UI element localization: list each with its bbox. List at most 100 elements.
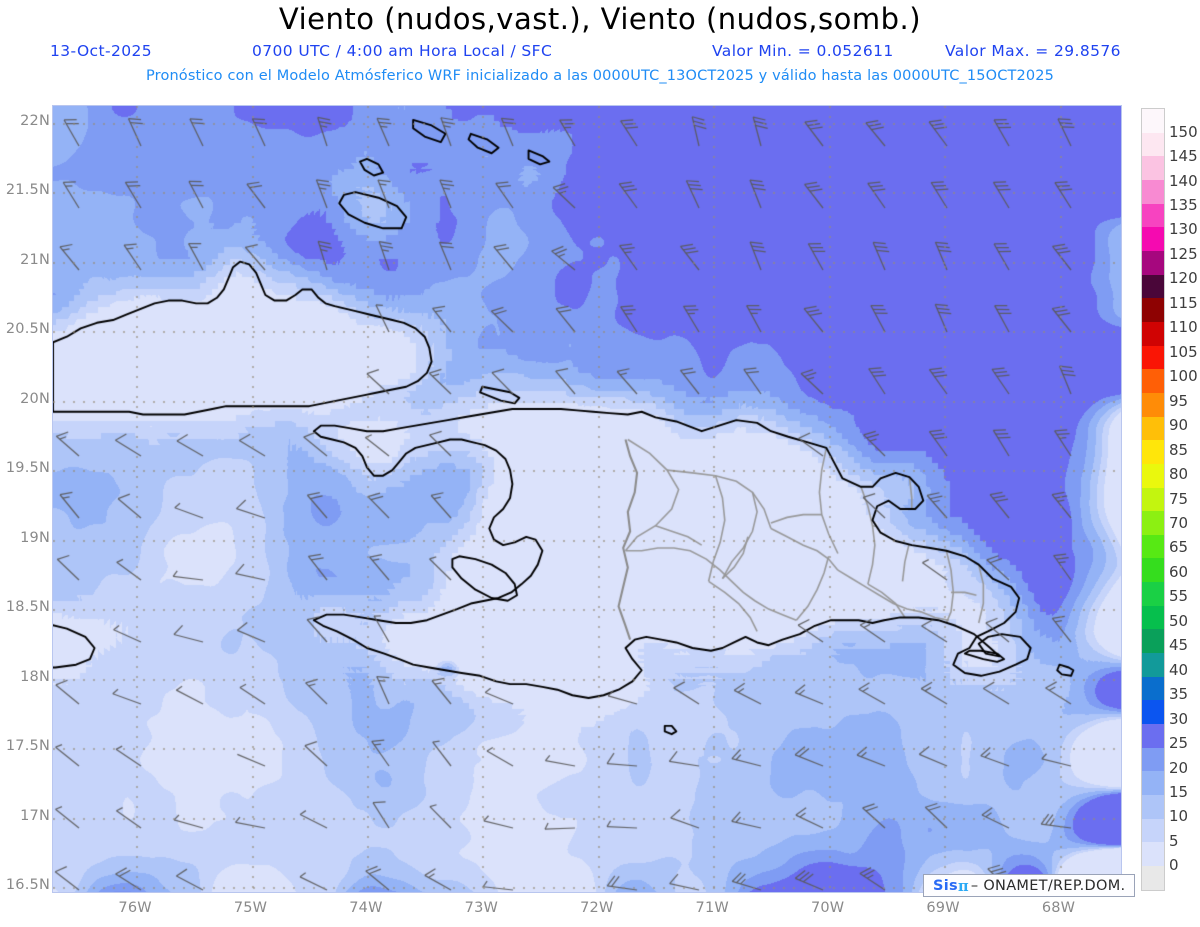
colorbar-segment: [1142, 700, 1164, 725]
y-axis-label: 18N: [20, 668, 50, 685]
colorbar-tick: 110: [1169, 318, 1198, 337]
colorbar-segment: [1142, 156, 1164, 180]
colorbar-segment: [1142, 179, 1164, 204]
x-axis-label: 72W: [580, 900, 614, 916]
colorbar-segment: [1142, 392, 1164, 417]
y-axis-label: 17N: [20, 807, 50, 824]
colorbar-segment: [1142, 842, 1164, 866]
colorbar-tick: 105: [1169, 342, 1198, 361]
forecast-date: 13-Oct-2025: [50, 42, 152, 60]
colorbar-tick: 130: [1169, 220, 1198, 239]
colorbar-tick: 30: [1169, 709, 1189, 728]
colorbar-tick: 150: [1169, 122, 1198, 141]
colorbar: [1141, 108, 1165, 891]
y-axis-label: 21N: [20, 251, 50, 268]
colorbar-tick: 95: [1169, 391, 1189, 410]
colorbar-segment: [1142, 866, 1164, 890]
x-axis-label: 75W: [233, 900, 268, 916]
colorbar-segment: [1142, 298, 1164, 322]
colorbar-tick: 80: [1169, 465, 1189, 484]
x-axis-label: 68W: [1041, 900, 1076, 916]
colorbar-segment: [1142, 369, 1164, 393]
colorbar-segment: [1142, 440, 1164, 464]
colorbar-segment: [1142, 653, 1164, 677]
colorbar-tick: 25: [1169, 734, 1189, 753]
x-axis-label: 74W: [349, 900, 383, 916]
x-axis-label: 76W: [118, 900, 152, 916]
colorbar-tick: 145: [1169, 147, 1198, 166]
sistt-sis-text: Sis: [933, 878, 958, 894]
colorbar-segment: [1142, 511, 1164, 535]
y-axis-label: 19N: [20, 529, 50, 546]
y-axis-label: 21.5N: [5, 182, 50, 199]
colorbar-tick: 10: [1169, 807, 1189, 826]
colorbar-tick: 55: [1169, 587, 1189, 606]
value-max-label: Valor Max. = 29.8576: [945, 42, 1121, 60]
y-axis-label: 20.5N: [5, 321, 50, 338]
colorbar-tick: 35: [1169, 685, 1189, 704]
colorbar-segment: [1142, 132, 1164, 157]
forecast-time-level: 0700 UTC / 4:00 am Hora Local / SFC: [252, 42, 553, 60]
colorbar-tick: 0: [1169, 856, 1179, 875]
colorbar-segment: [1142, 605, 1164, 630]
colorbar-segment: [1142, 795, 1164, 819]
x-axis-label: 70W: [810, 900, 845, 916]
colorbar-tick: 135: [1169, 196, 1198, 215]
colorbar-segment: [1142, 250, 1164, 275]
colorbar-tick: 65: [1169, 538, 1189, 557]
colorbar-segment: [1142, 724, 1164, 748]
y-axis-label: 16.5N: [5, 877, 50, 894]
colorbar-segment: [1142, 558, 1164, 583]
colorbar-segment: [1142, 227, 1164, 251]
colorbar-segment: [1142, 109, 1164, 133]
y-axis-label: 19.5N: [5, 460, 50, 477]
colorbar-tick: 20: [1169, 758, 1189, 777]
sistt-onamet-badge: Sis π – ONAMET/REP.DOM.: [923, 874, 1136, 897]
colorbar-tick: 85: [1169, 440, 1189, 459]
sistt-org-text: – ONAMET/REP.DOM.: [970, 878, 1126, 894]
colorbar-tick: 15: [1169, 782, 1189, 801]
y-axis-label: 20N: [20, 390, 50, 407]
colorbar-tick: 70: [1169, 513, 1189, 532]
colorbar-tick: 75: [1169, 489, 1189, 508]
colorbar-tick: 120: [1169, 269, 1198, 288]
y-axis-label: 22N: [20, 112, 50, 129]
x-axis-label: 71W: [695, 900, 729, 916]
x-axis-label: 69W: [926, 900, 960, 916]
colorbar-segment: [1142, 345, 1164, 370]
colorbar-segment: [1142, 487, 1164, 512]
colorbar-tick: 140: [1169, 171, 1198, 190]
colorbar-segment: [1142, 274, 1164, 299]
colorbar-segment: [1142, 629, 1164, 654]
sistt-pi-icon: π: [957, 877, 969, 895]
colorbar-tick: 90: [1169, 416, 1189, 435]
colorbar-tick: 50: [1169, 611, 1189, 630]
colorbar-segment: [1142, 463, 1164, 488]
colorbar-tick: 100: [1169, 367, 1198, 386]
y-axis-label: 18.5N: [5, 599, 50, 616]
value-min-label: Valor Min. = 0.052611: [712, 42, 894, 60]
map-plot-area[interactable]: [52, 105, 1122, 893]
colorbar-tick: 125: [1169, 244, 1198, 263]
colorbar-segment: [1142, 771, 1164, 796]
colorbar-tick: 5: [1169, 831, 1179, 850]
page-title: Viento (nudos,vast.), Viento (nudos,somb…: [278, 2, 922, 36]
colorbar-segment: [1142, 203, 1164, 228]
y-axis-label: 17.5N: [5, 738, 50, 755]
colorbar-tick-labels: 0 5 10 15 20 25 30 35 40 45 50 55 60 65 70 75 80 85 90 95 10…: [1167, 108, 1200, 891]
model-note: Pronóstico con el Modelo Atmósferico WRF…: [146, 68, 1054, 84]
colorbar-segment: [1142, 676, 1164, 701]
colorbar-segment: [1142, 321, 1164, 346]
colorbar-tick: 40: [1169, 660, 1189, 679]
colorbar-segment: [1142, 818, 1164, 843]
colorbar-tick: 115: [1169, 293, 1198, 312]
wind-field-canvas: [53, 106, 1121, 892]
colorbar-segment: [1142, 416, 1164, 441]
colorbar-segment: [1142, 582, 1164, 606]
colorbar-segment: [1142, 534, 1164, 559]
colorbar-tick: 45: [1169, 636, 1189, 655]
colorbar-segment: [1142, 747, 1164, 772]
colorbar-tick: 60: [1169, 562, 1189, 581]
x-axis-label: 73W: [464, 900, 499, 916]
